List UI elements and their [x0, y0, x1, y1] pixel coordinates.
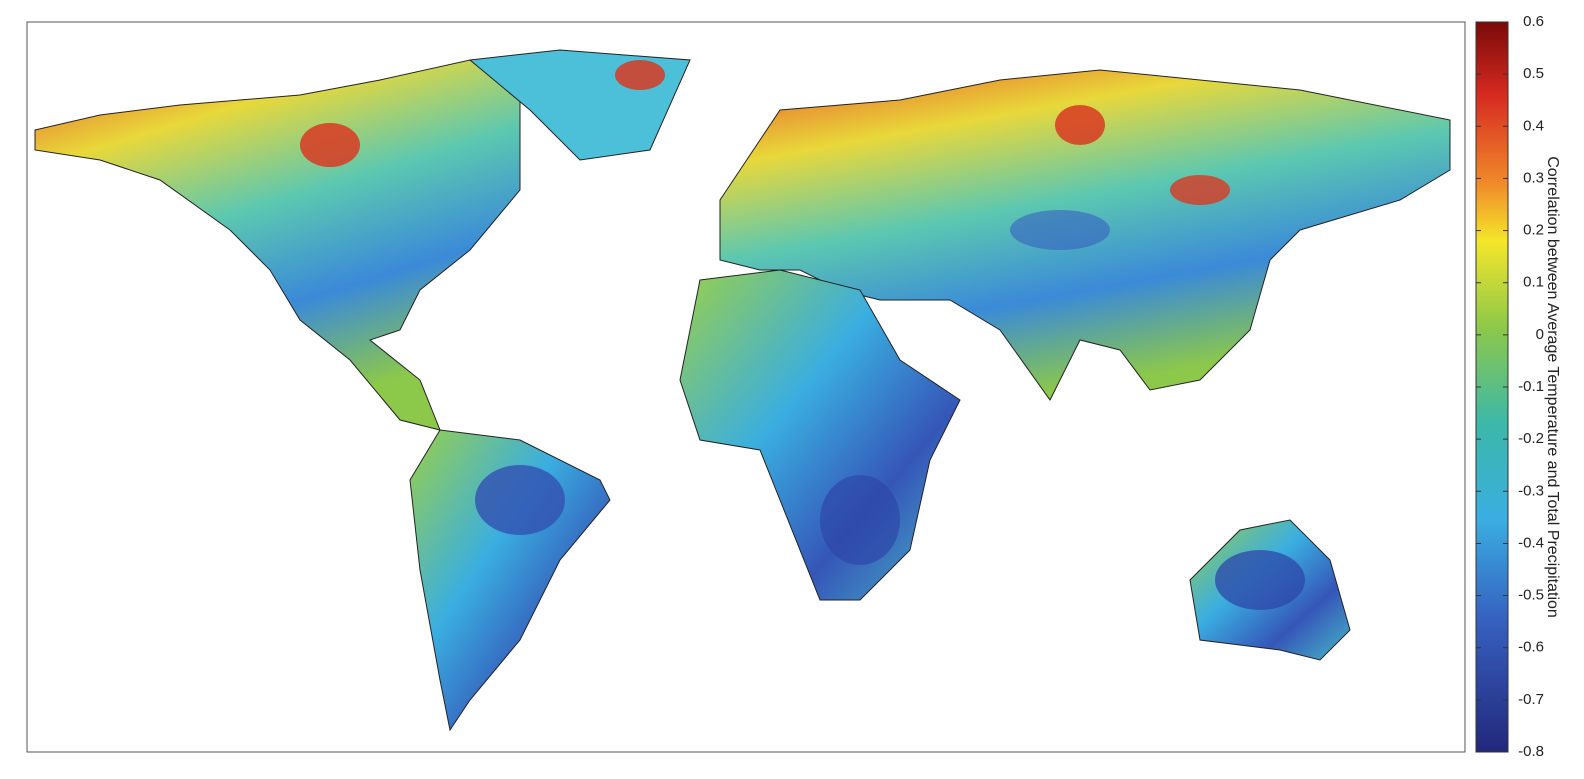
coldspot: [1010, 210, 1110, 250]
tick-label: 0.6: [1523, 13, 1544, 30]
tick-label: -0.3: [1518, 482, 1544, 499]
hotspot: [615, 60, 665, 90]
tick-label: 0.3: [1523, 169, 1544, 186]
tick-label: 0.5: [1523, 65, 1544, 82]
tick-label: 0.2: [1523, 222, 1544, 239]
tick-label: 0.4: [1523, 117, 1544, 134]
colorbar-label: Correlation between Average Temperature …: [1544, 156, 1561, 618]
land: [34, 49, 1451, 732]
tick-label: -0.8: [1518, 743, 1544, 760]
tick-label: -0.7: [1518, 691, 1544, 708]
tick-label: -0.1: [1518, 378, 1544, 395]
tick-label: 0: [1536, 326, 1544, 343]
tick-label: 0.1: [1523, 274, 1544, 291]
coldspot: [475, 465, 565, 535]
hotspot: [300, 123, 360, 167]
hotspot: [1170, 175, 1230, 205]
tick-label: -0.6: [1518, 639, 1544, 656]
tick-label: -0.4: [1518, 534, 1544, 551]
hotspot: [1055, 105, 1105, 145]
north-america: [34, 59, 521, 431]
coldspot: [1215, 550, 1305, 610]
tick-label: -0.2: [1518, 430, 1544, 447]
tick-label: -0.5: [1518, 587, 1544, 604]
coldspot: [820, 475, 900, 565]
